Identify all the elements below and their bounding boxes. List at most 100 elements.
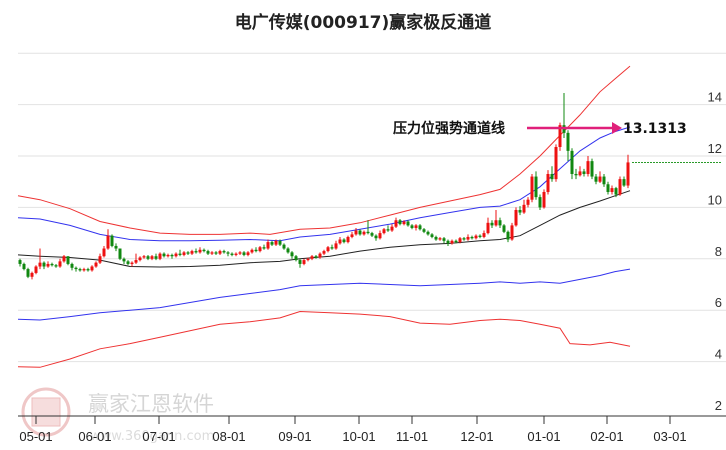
candle-body [550, 173, 554, 180]
candle-body [482, 233, 486, 237]
candle-body [218, 251, 222, 254]
candlesticks [18, 93, 630, 280]
candle-body [262, 247, 266, 249]
x-axis: 05-01 06-01 07-01 08-01 09-01 10-01 11-01 12-01… [18, 415, 726, 444]
gridlines [18, 52, 726, 363]
candle-body [230, 253, 234, 255]
candle-body [374, 235, 378, 239]
candle-body [46, 263, 50, 267]
candle-body [210, 252, 214, 254]
candle-body [238, 252, 242, 254]
candle-body [82, 269, 86, 271]
candle-body [618, 179, 622, 195]
watermark-brand: 赢家江恩软件 [88, 392, 214, 416]
candle-body [278, 240, 282, 245]
candle-body [506, 231, 510, 240]
candle-body [246, 252, 250, 255]
candle-body [86, 269, 90, 271]
candle-body [538, 197, 542, 208]
candle-body [398, 220, 402, 225]
x-tick-label: 07-01 [142, 429, 175, 444]
candle-body [106, 235, 110, 249]
candle-body [370, 233, 374, 236]
candle-body [270, 242, 274, 245]
candle-body [366, 231, 370, 234]
candle-body [470, 236, 474, 239]
candle-body [130, 262, 134, 264]
pressure-annotation: 压力位强势通道线 13.1313 [393, 120, 687, 137]
candle-body [526, 199, 530, 205]
candle-body [494, 220, 498, 226]
candle-body [174, 253, 178, 257]
candle-body [458, 238, 462, 243]
candle-body [142, 256, 146, 258]
x-tick-label: 10-01 [342, 429, 375, 444]
candle-body [350, 234, 354, 237]
candle-body [90, 266, 94, 271]
x-tick-label: 06-01 [78, 429, 111, 444]
candle-body [126, 261, 130, 264]
candle-body [182, 252, 186, 255]
candle-body [258, 247, 262, 252]
candle-body [254, 249, 258, 252]
candle-body [542, 191, 546, 208]
candle-body [286, 248, 290, 253]
candle-body [418, 225, 422, 230]
seal-inner [31, 397, 61, 427]
candle-body [18, 260, 22, 264]
watermark: 赢家江恩软件 www.360gann.com [21, 387, 214, 444]
candle-body [466, 236, 470, 240]
candle-body [330, 247, 334, 249]
candle-body [226, 252, 230, 254]
candle-body [150, 256, 154, 259]
candle-body [546, 173, 550, 192]
candle-body [194, 251, 198, 253]
candle-body [386, 229, 390, 231]
candle-body [318, 253, 322, 258]
candle-body [222, 251, 226, 253]
candle-body [338, 239, 342, 244]
candle-body [138, 257, 142, 261]
candle-body [414, 225, 418, 228]
candle-body [570, 150, 574, 174]
candle-body [346, 236, 350, 243]
candle-body [154, 256, 158, 259]
candle-body [206, 251, 210, 254]
candle-body [306, 258, 310, 261]
candle-body [234, 253, 238, 255]
candle-body [102, 248, 106, 257]
candle-body [298, 260, 302, 264]
ma-line [17, 190, 631, 268]
candle-body [462, 238, 466, 240]
candle-body [422, 229, 426, 232]
candle-body [594, 176, 598, 182]
candle-body [342, 239, 346, 243]
inner-upper-line [17, 126, 631, 242]
candle-body [450, 240, 454, 244]
y-axis: 14 12 10 8 6 4 2 [708, 90, 722, 413]
candle-body [510, 225, 514, 240]
x-tick-label: 08-01 [212, 429, 245, 444]
candle-body [202, 249, 206, 252]
candle-body [122, 258, 126, 262]
outer-upper-line [17, 65, 631, 235]
candle-body [242, 252, 246, 255]
watermark-url: www.360gann.com [90, 429, 214, 444]
candle-body [490, 222, 494, 226]
candle-body [558, 125, 562, 148]
candle-body [58, 261, 62, 267]
x-tick-label: 01-01 [527, 429, 560, 444]
candle-body [166, 254, 170, 257]
candle-body [586, 161, 590, 174]
candle-body [554, 147, 558, 180]
candle-body [98, 256, 102, 263]
candle-body [354, 230, 358, 235]
candle-body [170, 254, 174, 257]
candle-body [30, 272, 34, 277]
candle-body [66, 256, 70, 264]
candle-body [178, 253, 182, 255]
y-tick-label: 12 [708, 141, 722, 156]
candle-body [62, 256, 66, 262]
candle-body [94, 262, 98, 267]
candle-body [302, 260, 306, 264]
